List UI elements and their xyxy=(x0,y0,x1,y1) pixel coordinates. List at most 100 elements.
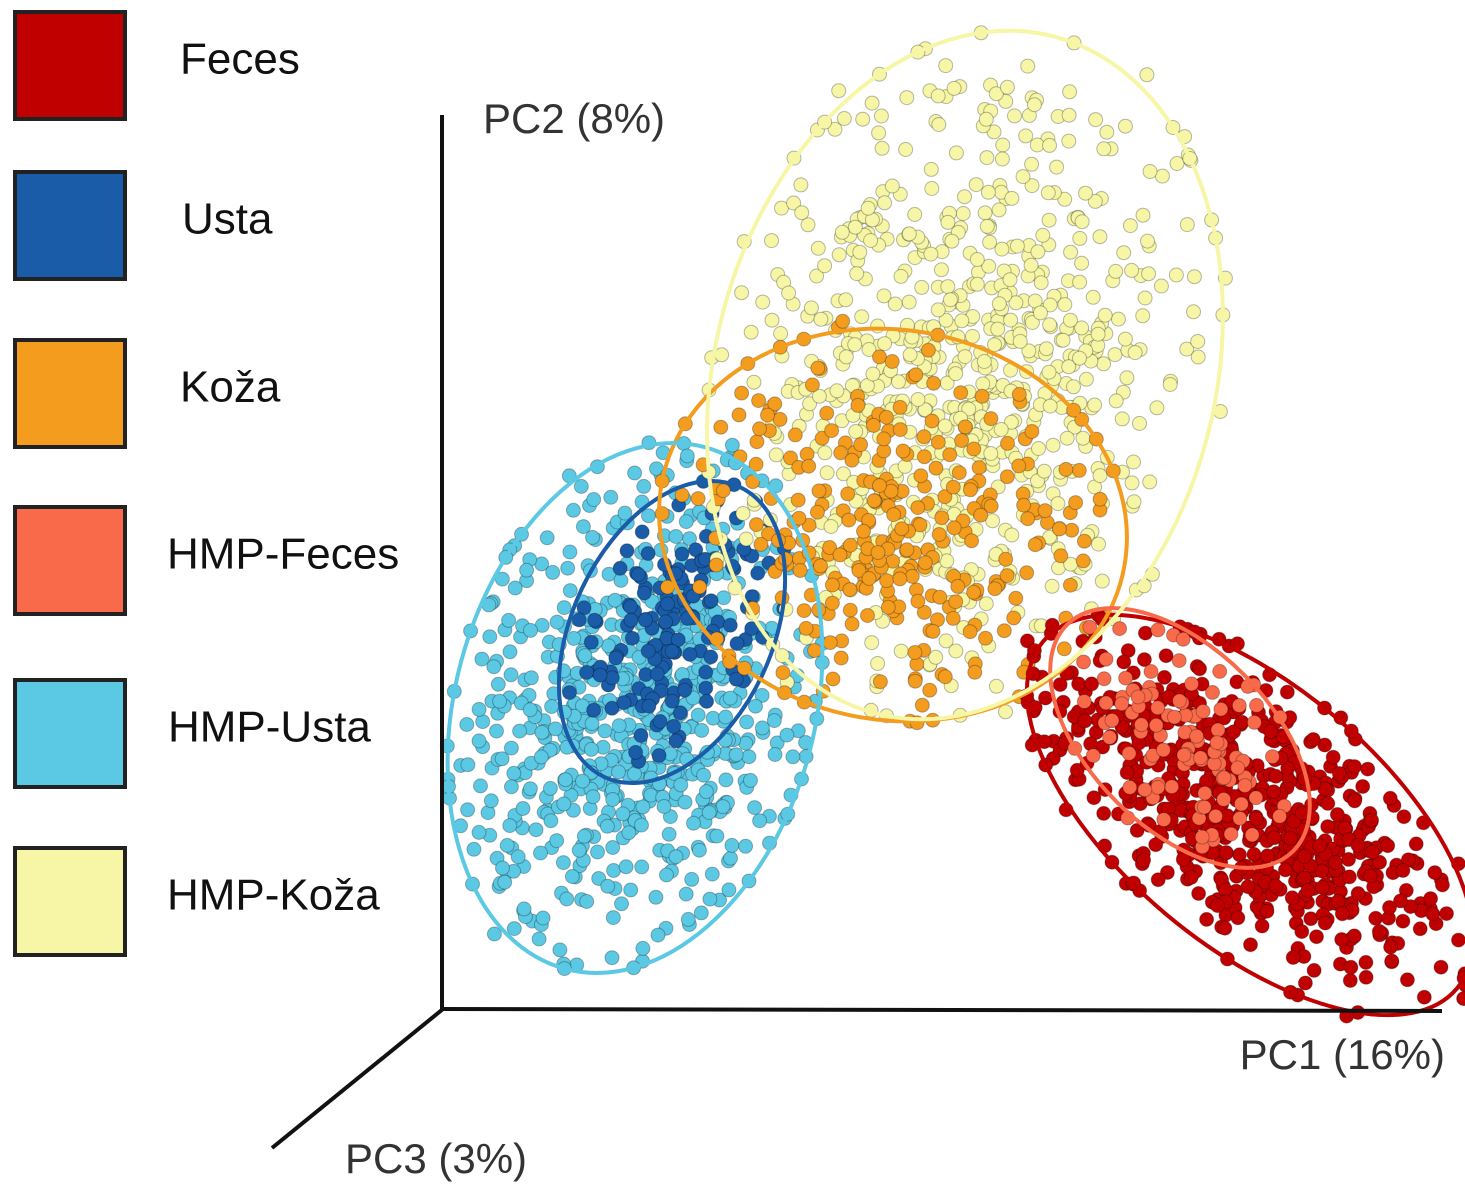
point xyxy=(728,747,744,763)
point xyxy=(600,878,616,894)
point xyxy=(558,772,573,788)
point xyxy=(715,483,731,499)
point xyxy=(1137,290,1153,306)
legend-label: Feces xyxy=(180,35,300,84)
point xyxy=(1008,590,1024,606)
point xyxy=(1126,454,1141,470)
point xyxy=(1062,577,1078,593)
point xyxy=(901,226,917,242)
point xyxy=(483,793,499,809)
point xyxy=(1382,790,1398,806)
point xyxy=(701,805,717,820)
point xyxy=(721,882,737,898)
point xyxy=(842,602,858,618)
point xyxy=(814,430,830,446)
point xyxy=(1075,553,1091,569)
point xyxy=(951,465,967,481)
point xyxy=(810,360,826,376)
point xyxy=(562,583,578,599)
point xyxy=(907,207,923,222)
point xyxy=(968,177,984,193)
point xyxy=(990,321,1006,337)
point xyxy=(916,429,932,445)
point xyxy=(692,579,708,595)
point xyxy=(1358,969,1374,985)
point xyxy=(703,649,719,665)
point xyxy=(809,268,825,284)
legend: Feces Usta Koža HMP-Feces HMP-Usta HMP-Koža xyxy=(13,10,399,957)
point xyxy=(948,145,964,161)
point xyxy=(1296,870,1312,886)
point xyxy=(817,445,833,461)
point xyxy=(1074,214,1090,230)
point xyxy=(1294,924,1310,940)
point xyxy=(802,396,818,412)
point xyxy=(1263,724,1279,739)
point xyxy=(939,553,955,569)
point xyxy=(699,693,715,709)
point xyxy=(1191,886,1207,901)
point xyxy=(603,489,619,505)
point xyxy=(565,502,581,518)
point xyxy=(584,716,600,732)
point xyxy=(1334,906,1350,922)
point xyxy=(636,585,652,601)
point xyxy=(840,486,856,502)
point xyxy=(648,889,664,905)
point xyxy=(950,578,966,594)
point xyxy=(634,524,650,540)
point xyxy=(1057,297,1073,313)
point xyxy=(792,563,808,578)
point xyxy=(1179,217,1195,233)
point xyxy=(748,456,764,472)
point xyxy=(1038,341,1054,357)
point xyxy=(1217,920,1233,936)
point xyxy=(640,643,656,659)
point xyxy=(764,312,780,328)
point xyxy=(891,374,906,390)
point xyxy=(999,469,1015,485)
point xyxy=(785,749,801,765)
point xyxy=(1350,837,1366,853)
point xyxy=(637,612,653,628)
point xyxy=(1179,341,1195,357)
point xyxy=(851,563,867,578)
point xyxy=(1218,845,1234,861)
point xyxy=(796,603,812,619)
point xyxy=(680,911,696,927)
point xyxy=(668,529,684,544)
point xyxy=(1234,714,1250,730)
point xyxy=(1008,295,1024,311)
point xyxy=(702,891,718,907)
z-axis xyxy=(270,1007,445,1150)
point xyxy=(1072,350,1087,366)
point xyxy=(731,407,747,423)
point xyxy=(535,910,551,926)
point xyxy=(1085,748,1101,764)
point xyxy=(1343,959,1359,975)
point xyxy=(847,219,863,235)
point xyxy=(749,434,765,450)
point xyxy=(836,466,851,482)
point xyxy=(974,388,990,404)
point xyxy=(678,514,694,530)
point xyxy=(1150,622,1166,638)
point xyxy=(1012,333,1028,349)
point xyxy=(1040,185,1056,201)
point xyxy=(887,296,903,312)
point xyxy=(1055,332,1071,348)
point xyxy=(1102,729,1118,745)
point xyxy=(877,336,893,352)
point xyxy=(746,374,762,390)
point xyxy=(773,326,789,341)
point xyxy=(811,388,827,404)
point xyxy=(1196,799,1212,815)
point xyxy=(1135,308,1151,324)
point xyxy=(1312,838,1328,854)
point xyxy=(641,698,657,714)
point xyxy=(1009,238,1025,254)
point xyxy=(804,377,820,393)
legend-label: HMP-Koža xyxy=(167,871,380,920)
point xyxy=(1042,297,1058,313)
